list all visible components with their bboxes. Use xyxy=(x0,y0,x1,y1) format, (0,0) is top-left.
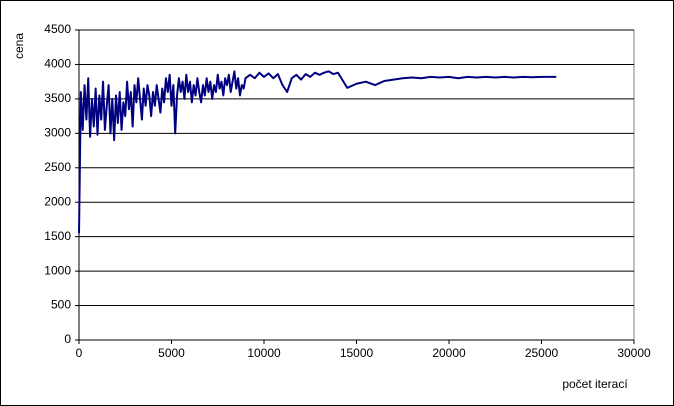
x-tick-label: 20000 xyxy=(432,346,466,360)
y-tick-label: 3500 xyxy=(44,91,71,105)
y-tick-label: 500 xyxy=(51,298,71,312)
x-axis-label: počet iterací xyxy=(562,377,628,391)
y-tick-label: 1000 xyxy=(44,263,71,277)
x-tick-label: 5000 xyxy=(158,346,185,360)
y-tick-label: 0 xyxy=(64,332,71,346)
x-tick-label: 15000 xyxy=(340,346,374,360)
x-tick-label: 30000 xyxy=(617,346,651,360)
plot-area xyxy=(78,29,635,341)
y-tick-label: 4500 xyxy=(44,22,71,36)
y-tick-label: 1500 xyxy=(44,229,71,243)
x-tick-label: 10000 xyxy=(247,346,281,360)
x-tick-label: 0 xyxy=(76,346,83,360)
y-axis-label: cena xyxy=(12,33,26,59)
y-tick-label: 3000 xyxy=(44,126,71,140)
y-tick-label: 4000 xyxy=(44,57,71,71)
y-tick-label: 2500 xyxy=(44,160,71,174)
x-tick-label: 25000 xyxy=(525,346,559,360)
line-series xyxy=(78,70,557,234)
y-tick-label: 2000 xyxy=(44,194,71,208)
